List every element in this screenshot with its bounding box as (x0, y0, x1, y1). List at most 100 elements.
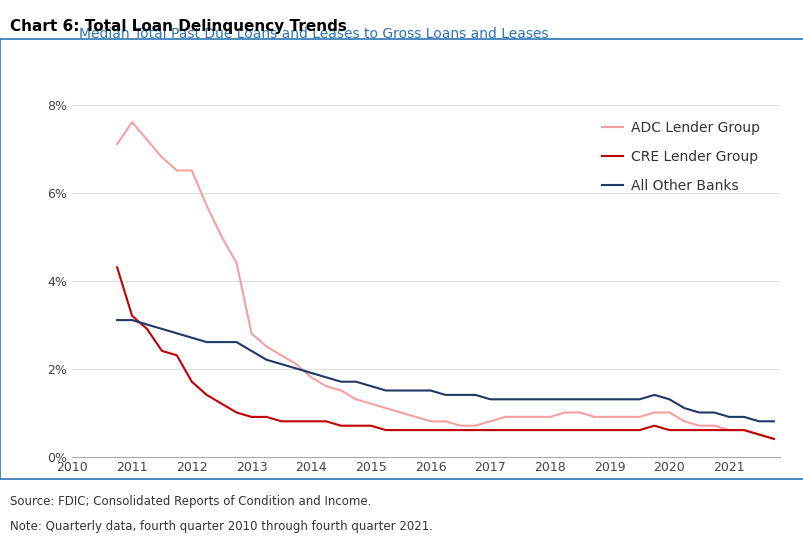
ADC Lender Group (291, 361, 300, 367)
CRE Lender Group (694, 427, 703, 433)
CRE Lender Group (768, 436, 778, 442)
All Other Banks (127, 317, 137, 323)
CRE Lender Group (634, 427, 643, 433)
ADC Lender Group (351, 396, 361, 403)
All Other Banks (247, 348, 256, 354)
CRE Lender Group (574, 427, 584, 433)
ADC Lender Group (321, 383, 331, 389)
CRE Lender Group (172, 352, 181, 359)
CRE Lender Group (127, 312, 137, 319)
ADC Lender Group (485, 418, 495, 425)
All Other Banks (410, 387, 420, 394)
All Other Banks (172, 330, 181, 337)
Text: Source: FDIC; Consolidated Reports of Condition and Income.: Source: FDIC; Consolidated Reports of Co… (10, 495, 371, 508)
All Other Banks (426, 387, 435, 394)
All Other Banks (470, 392, 479, 398)
CRE Lender Group (679, 427, 688, 433)
ADC Lender Group (306, 374, 316, 381)
All Other Banks (336, 378, 345, 385)
ADC Lender Group (187, 167, 197, 174)
CRE Lender Group (499, 427, 509, 433)
All Other Banks (604, 396, 613, 403)
CRE Lender Group (664, 427, 674, 433)
ADC Lender Group (217, 233, 226, 240)
ADC Lender Group (365, 400, 375, 407)
ADC Lender Group (395, 409, 405, 416)
CRE Lender Group (381, 427, 390, 433)
All Other Banks (381, 387, 390, 394)
All Other Banks (306, 370, 316, 376)
ADC Lender Group (574, 409, 584, 416)
CRE Lender Group (247, 414, 256, 420)
CRE Lender Group (306, 418, 316, 425)
ADC Lender Group (724, 427, 733, 433)
ADC Lender Group (544, 414, 554, 420)
Text: Note: Quarterly data, fourth quarter 2010 through fourth quarter 2021.: Note: Quarterly data, fourth quarter 201… (10, 520, 433, 533)
ADC Lender Group (664, 409, 674, 416)
Legend: ADC Lender Group, CRE Lender Group, All Other Banks: ADC Lender Group, CRE Lender Group, All … (596, 115, 765, 199)
ADC Lender Group (679, 418, 688, 425)
CRE Lender Group (470, 427, 479, 433)
All Other Banks (187, 334, 197, 341)
All Other Banks (157, 326, 166, 332)
ADC Lender Group (470, 422, 479, 429)
CRE Lender Group (619, 427, 629, 433)
All Other Banks (724, 414, 733, 420)
All Other Banks (530, 396, 540, 403)
ADC Lender Group (649, 409, 658, 416)
All Other Banks (589, 396, 599, 403)
All Other Banks (440, 392, 450, 398)
All Other Banks (291, 365, 300, 372)
All Other Banks (664, 396, 674, 403)
ADC Lender Group (231, 260, 241, 266)
CRE Lender Group (560, 427, 569, 433)
All Other Banks (515, 396, 524, 403)
CRE Lender Group (365, 422, 375, 429)
ADC Lender Group (619, 414, 629, 420)
CRE Lender Group (515, 427, 524, 433)
All Other Banks (649, 392, 658, 398)
Text: Chart 6: Total Loan Delinquency Trends: Chart 6: Total Loan Delinquency Trends (10, 19, 347, 34)
ADC Lender Group (604, 414, 613, 420)
CRE Lender Group (112, 264, 122, 271)
CRE Lender Group (649, 422, 658, 429)
ADC Lender Group (440, 418, 450, 425)
CRE Lender Group (485, 427, 495, 433)
ADC Lender Group (276, 352, 286, 359)
All Other Banks (365, 383, 375, 389)
All Other Banks (708, 409, 718, 416)
All Other Banks (261, 356, 271, 363)
ADC Lender Group (112, 141, 122, 147)
All Other Banks (276, 361, 286, 367)
All Other Banks (321, 374, 331, 381)
CRE Lender Group (261, 414, 271, 420)
ADC Lender Group (336, 387, 345, 394)
CRE Lender Group (753, 431, 763, 438)
CRE Lender Group (276, 418, 286, 425)
ADC Lender Group (455, 422, 465, 429)
All Other Banks (738, 414, 748, 420)
ADC Lender Group (768, 436, 778, 442)
ADC Lender Group (426, 418, 435, 425)
CRE Lender Group (455, 427, 465, 433)
All Other Banks (231, 339, 241, 345)
CRE Lender Group (589, 427, 599, 433)
ADC Lender Group (202, 202, 211, 209)
CRE Lender Group (410, 427, 420, 433)
CRE Lender Group (724, 427, 733, 433)
ADC Lender Group (247, 330, 256, 337)
CRE Lender Group (187, 378, 197, 385)
CRE Lender Group (351, 422, 361, 429)
All Other Banks (351, 378, 361, 385)
ADC Lender Group (142, 136, 152, 143)
CRE Lender Group (395, 427, 405, 433)
ADC Lender Group (634, 414, 643, 420)
CRE Lender Group (142, 326, 152, 332)
CRE Lender Group (336, 422, 345, 429)
CRE Lender Group (440, 427, 450, 433)
All Other Banks (499, 396, 509, 403)
CRE Lender Group (217, 400, 226, 407)
ADC Lender Group (381, 405, 390, 411)
ADC Lender Group (708, 422, 718, 429)
ADC Lender Group (560, 409, 569, 416)
